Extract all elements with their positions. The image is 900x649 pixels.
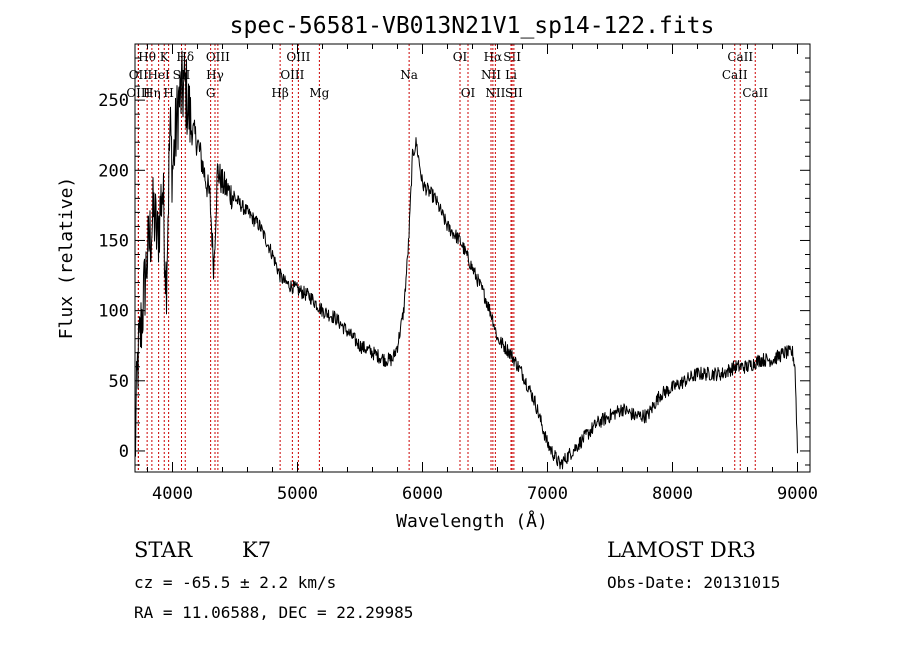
line-marker-label: Mg [309, 86, 329, 100]
x-tick-label: 4000 [152, 484, 193, 504]
y-tick-label: 150 [98, 231, 129, 251]
sky-coordinates: RA = 11.06588, DEC = 22.29985 [134, 603, 414, 622]
line-marker-label: G [206, 86, 216, 100]
y-tick-label: 200 [98, 161, 129, 181]
line-marker-label: HeI [147, 68, 170, 82]
y-tick-label: 50 [109, 372, 129, 392]
chart-title: spec-56581-VB013N21V1_sp14-122.fits [230, 13, 715, 39]
redshift-velocity: cz = -65.5 ± 2.2 km/s [134, 573, 337, 592]
x-axis-label: Wavelength (Å) [396, 510, 548, 532]
x-tick-label: 7000 [527, 484, 568, 504]
survey-name: LAMOST DR3 [607, 538, 756, 562]
line-marker-label: Na [400, 68, 418, 82]
line-marker-label: CaII [742, 86, 768, 100]
y-tick-label: 0 [119, 442, 129, 462]
line-marker-label: Li [505, 68, 517, 82]
line-marker-label: OI [461, 86, 476, 100]
line-marker-label: OII [129, 68, 149, 82]
line-marker-label: Hθ [138, 50, 156, 64]
line-marker-label: OIII [280, 68, 304, 82]
line-marker-label: K [160, 50, 170, 64]
x-tick-label: 8000 [652, 484, 693, 504]
spectral-subclass: K7 [242, 538, 272, 562]
line-marker-label: SII [503, 50, 521, 64]
observation-date: Obs-Date: 20131015 [607, 573, 781, 592]
line-marker-label: Hγ [206, 68, 224, 82]
y-axis-label: Flux (relative) [56, 177, 77, 340]
y-tick-label: 100 [98, 302, 129, 322]
line-marker-label: Hα [484, 50, 503, 64]
line-marker-label: Hη [143, 86, 161, 100]
line-marker-label: Hδ [176, 50, 194, 64]
object-class: STAR [134, 538, 193, 562]
line-marker-label: OI [453, 50, 468, 64]
x-tick-label: 6000 [402, 484, 443, 504]
plot-frame [134, 43, 811, 473]
y-tick-label: 250 [98, 91, 129, 111]
line-marker-label: CaII [722, 68, 748, 82]
line-marker-label: NII [481, 68, 501, 82]
line-marker-label: Hβ [271, 86, 288, 100]
line-marker-label: OIII [206, 50, 230, 64]
axis-ticks: 4000 5000 6000 7000 8000 9000 0 50 100 150 200 250 [98, 44, 818, 504]
line-marker-label: OIII [286, 50, 310, 64]
x-tick-label: 5000 [277, 484, 318, 504]
line-marker-label: CaII [727, 50, 753, 64]
line-marker-label: NII [485, 86, 505, 100]
line-marker-label: OIII [126, 86, 150, 100]
line-markers: Hθ OII OIII K HeI Hη H SII Hδ OIII Hγ G Hβ OIII OIII Mg… [126, 44, 768, 472]
spectrum-line [134, 50, 798, 470]
line-marker-label: SII [505, 86, 523, 100]
line-marker-label: H [163, 86, 173, 100]
x-tick-label: 9000 [777, 484, 818, 504]
